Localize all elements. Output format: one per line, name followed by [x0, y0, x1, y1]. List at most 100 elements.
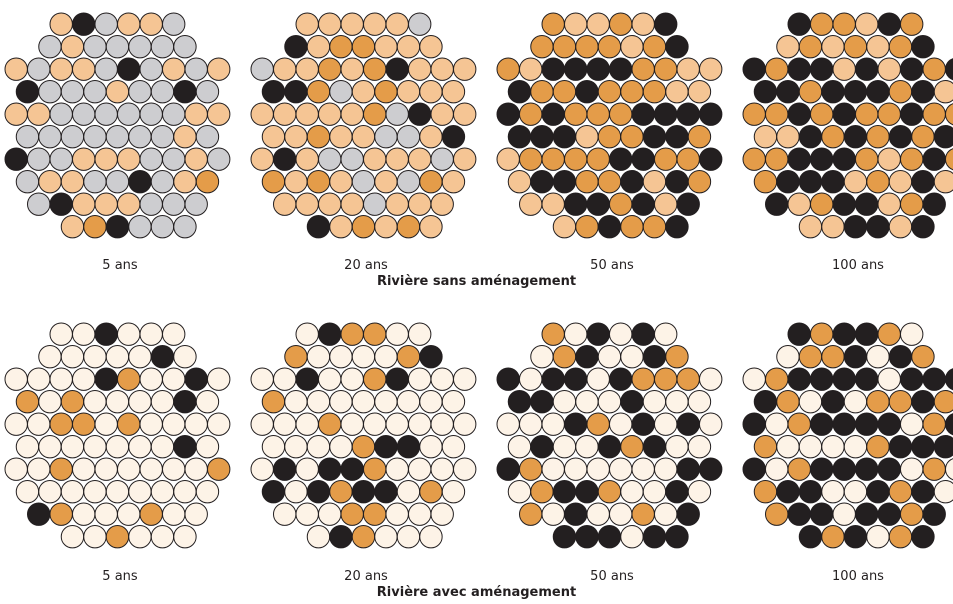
cell-black: [787, 147, 811, 171]
cell-grey: [38, 125, 62, 149]
cell-peach: [117, 192, 141, 216]
cell-orange: [922, 57, 946, 81]
cell-empty-light: [586, 502, 610, 526]
cell-empty-light: [541, 457, 565, 481]
cell-orange: [642, 80, 667, 104]
cell-empty-light: [385, 457, 409, 481]
cell-peach: [94, 192, 118, 216]
cell-orange: [753, 480, 778, 504]
cell-empty-light: [4, 412, 28, 436]
cell-empty-light: [273, 502, 297, 526]
cell-black: [340, 457, 364, 481]
cell-empty-light: [128, 480, 152, 504]
cell-peach: [821, 35, 845, 59]
cell-peach: [318, 12, 342, 36]
cell-empty-light: [877, 367, 901, 391]
row-title-avec-amenagement: Rivière avec aménagement: [376, 585, 577, 600]
cell-empty-light: [541, 502, 565, 526]
cell-empty-light: [699, 412, 723, 436]
cell-empty-light: [150, 480, 175, 504]
cell-empty-light: [351, 345, 376, 369]
cell-black: [385, 367, 409, 391]
cell-black: [184, 367, 208, 391]
cell-orange: [575, 215, 599, 239]
cell-black: [318, 457, 342, 481]
cell-peach: [329, 170, 353, 194]
cell-peach: [374, 35, 398, 59]
cell-peach: [385, 192, 409, 216]
cell-grey: [363, 192, 387, 216]
cell-black: [676, 457, 700, 481]
cell-black: [654, 12, 678, 36]
cell-orange: [753, 170, 778, 194]
cell-empty-light: [933, 480, 953, 504]
cell-peach: [798, 215, 823, 239]
cell-peach: [933, 80, 953, 104]
cell-peach: [586, 12, 610, 36]
cell-empty-light: [94, 457, 118, 481]
cell-black: [94, 367, 118, 391]
cell-orange: [888, 80, 913, 104]
cell-black: [821, 390, 845, 414]
cell-empty-light: [374, 525, 398, 549]
cell-orange: [911, 125, 935, 149]
cell-empty-light: [385, 502, 409, 526]
cell-empty-light: [609, 457, 633, 481]
cell-orange: [519, 457, 543, 481]
cell-peach: [374, 170, 398, 194]
cell-black: [507, 80, 532, 104]
cell-orange: [687, 125, 712, 149]
cell-peach: [273, 57, 297, 81]
cell-orange: [351, 35, 376, 59]
cell-black: [742, 457, 766, 481]
cell-black: [855, 322, 879, 346]
cell-black: [753, 80, 778, 104]
cell-empty-light: [195, 435, 220, 459]
cell-peach: [496, 147, 520, 171]
cell-peach: [295, 192, 319, 216]
cell-grey: [162, 192, 186, 216]
cell-empty-light: [496, 412, 520, 436]
cell-black: [787, 102, 811, 126]
cell-peach: [261, 125, 286, 149]
cell-empty-light: [60, 435, 85, 459]
cell-orange: [419, 480, 443, 504]
cell-black: [787, 322, 811, 346]
cell-empty-light: [340, 412, 364, 436]
cell-black: [832, 322, 856, 346]
cell-black: [642, 345, 667, 369]
cell-black: [877, 12, 901, 36]
cell-orange: [945, 148, 953, 171]
cell-grey: [49, 102, 73, 126]
cell-empty-light: [83, 390, 107, 414]
cell-orange: [83, 215, 107, 239]
cell-black: [374, 435, 398, 459]
cell-black: [173, 80, 197, 104]
cell-peach: [642, 170, 667, 194]
cell-black: [832, 457, 856, 481]
cell-orange: [642, 215, 667, 239]
cell-peach: [787, 192, 811, 216]
cell-peach: [306, 35, 331, 59]
cell-peach: [49, 12, 73, 36]
cell-empty-light: [94, 502, 118, 526]
cell-empty-light: [430, 412, 454, 436]
cell-empty-light: [329, 390, 353, 414]
cell-peach: [564, 12, 588, 36]
cell-orange: [541, 147, 565, 171]
cell-peach: [4, 102, 28, 126]
cell-black: [866, 80, 890, 104]
cell-black: [261, 480, 286, 504]
cell-peach: [72, 57, 96, 81]
cell-black: [530, 170, 554, 194]
panel-label-r2-p1: 5 ans: [102, 569, 138, 584]
cell-black: [564, 192, 588, 216]
cell-black: [631, 102, 655, 126]
cell-black: [866, 480, 890, 504]
cell-orange: [642, 35, 667, 59]
cell-empty-light: [83, 345, 107, 369]
cell-black: [765, 192, 789, 216]
cell-black: [27, 502, 51, 526]
cell-orange: [586, 147, 610, 171]
cell-orange: [945, 103, 953, 126]
